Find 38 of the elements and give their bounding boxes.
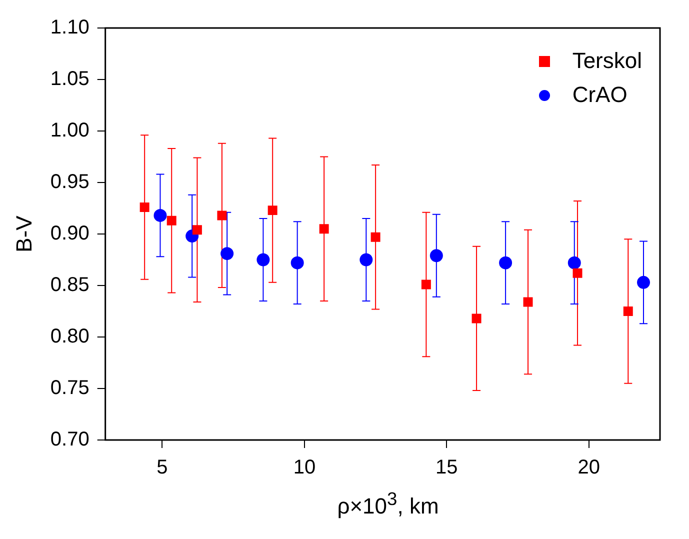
point [568,256,581,270]
point [154,208,167,222]
point [360,253,373,266]
point [140,202,150,212]
point [220,247,234,260]
point [430,249,443,262]
y-tick-label: 0.95 [50,171,90,194]
y-tick-label: 0.70 [50,428,90,451]
x-tick-label: 15 [436,456,458,479]
point [256,253,270,266]
x-tick-label: 10 [293,456,316,479]
y-tick-label: 1.10 [50,16,90,39]
y-tick-label: 0.75 [50,377,90,400]
point [421,280,431,290]
x-tick-label: 20 [578,456,600,479]
y-tick-label: 1.00 [50,120,90,142]
point [472,314,482,324]
point [499,256,512,270]
y-tick-label: 0.80 [50,326,90,348]
point [637,276,650,289]
point [319,224,329,234]
point [217,210,227,220]
point [192,225,202,235]
y-axis-title: B-V [11,215,36,252]
point [523,297,533,307]
point [268,206,278,216]
legend-label: Terskol [572,48,642,74]
y-tick-label: 0.85 [50,274,90,296]
y-tick-label: 0.90 [50,222,90,245]
x-axis-title: ρ×10$^{3}$, km [336,488,440,520]
point [166,216,176,226]
legend-label: CrAO [572,82,628,108]
x-tick-label: 5 [156,456,168,479]
y-tick-label: 1.05 [50,68,90,90]
point [290,256,304,270]
point [623,306,633,316]
point [370,232,380,242]
point [572,268,582,278]
